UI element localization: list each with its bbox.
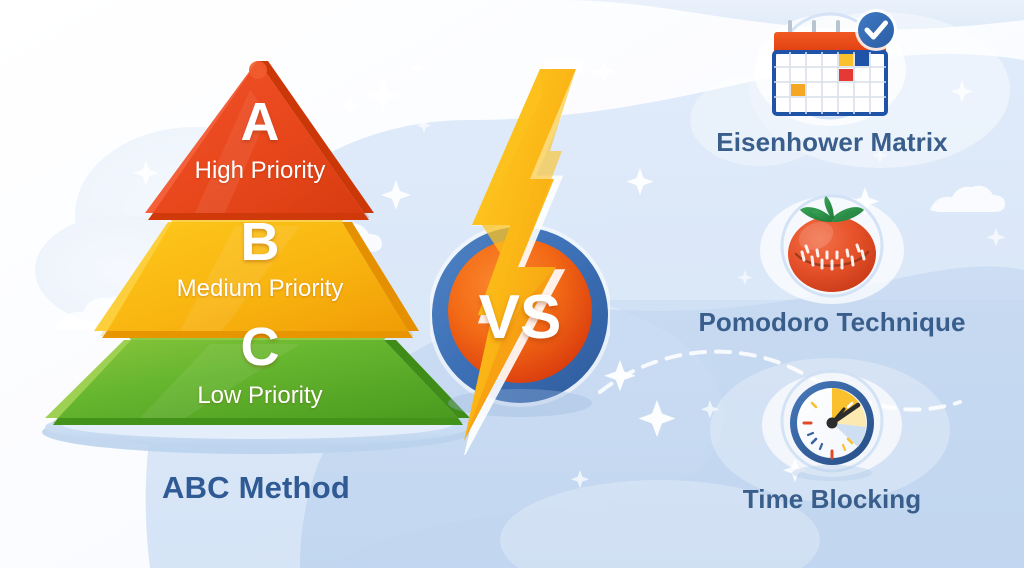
vs-badge: VS (428, 55, 612, 459)
clock-icon-container (640, 365, 1024, 485)
calendar-icon-container (640, 8, 1024, 128)
check-badge-icon (855, 9, 897, 51)
technique-pomodoro[interactable]: Pomodoro Technique (640, 188, 1024, 337)
pyramid-tier-a (145, 61, 374, 220)
tomato-body (788, 216, 876, 292)
clock-icon (762, 369, 902, 481)
pyramid-tier-c (45, 334, 470, 425)
lightning-bolt-icon (463, 59, 587, 459)
page-title: ABC Method (162, 470, 350, 505)
calendar-icon (754, 9, 906, 126)
clock-wedge-secondary (832, 406, 867, 427)
sparkle-decorations (133, 60, 1006, 489)
technique-label: Pomodoro Technique (698, 307, 966, 337)
tomato-icon (760, 194, 904, 304)
technique-eisenhower-matrix[interactable]: Eisenhower Matrix (640, 8, 1024, 157)
technique-label: Time Blocking (742, 484, 922, 514)
tomato-leaves (800, 196, 864, 222)
technique-time-blocking[interactable]: Time Blocking (640, 365, 1024, 514)
tomato-stitches (800, 243, 866, 271)
technique-label: Eisenhower Matrix (716, 127, 948, 157)
tomato-icon-container (640, 188, 1024, 308)
techniques-list: Eisenhower Matrix (640, 0, 1024, 568)
pyramid-tier-b (94, 216, 419, 338)
